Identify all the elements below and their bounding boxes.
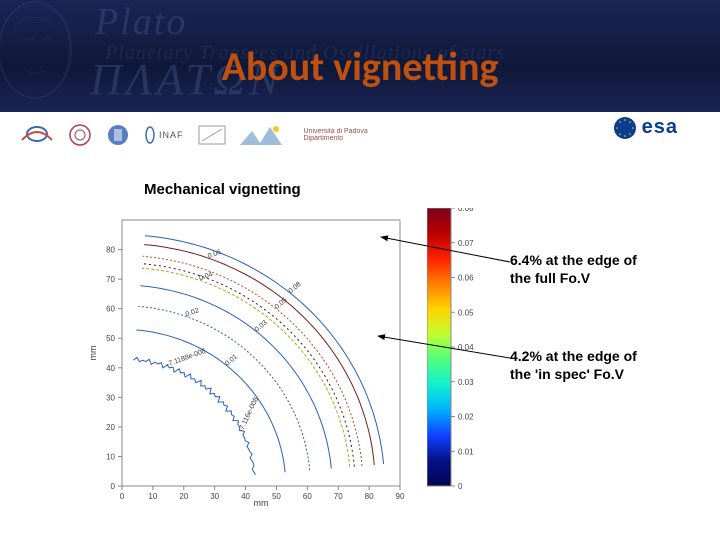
svg-text:0.02: 0.02 — [458, 413, 474, 422]
logo-seal-2 — [106, 122, 130, 148]
annotation-inspec-fov: 4.2% at the edge of the 'in spec' Fo.V — [510, 348, 637, 383]
svg-text:mm: mm — [254, 498, 269, 508]
svg-text:80: 80 — [365, 492, 374, 501]
annotation-full-fov: 6.4% at the edge of the full Fo.V — [510, 252, 637, 287]
svg-text:0: 0 — [111, 482, 116, 491]
svg-text:80: 80 — [106, 246, 115, 255]
svg-text:mm: mm — [88, 346, 98, 361]
svg-text:40: 40 — [241, 492, 250, 501]
svg-text:50: 50 — [272, 492, 281, 501]
svg-text:50: 50 — [106, 334, 115, 343]
svg-text:30: 30 — [210, 492, 219, 501]
svg-text:0.08: 0.08 — [458, 208, 474, 213]
logo-box-6 — [240, 122, 290, 148]
svg-text:20: 20 — [106, 423, 115, 432]
svg-text:0: 0 — [458, 482, 463, 491]
svg-text:0.07: 0.07 — [458, 239, 474, 248]
esa-circle-icon — [614, 117, 636, 139]
section-subtitle: Mechanical vignetting — [144, 181, 301, 198]
svg-text:60: 60 — [303, 492, 312, 501]
logo-asi — [20, 122, 54, 148]
logo-box-5 — [198, 122, 226, 148]
svg-text:0.06: 0.06 — [458, 274, 474, 283]
inaf-text: INAF — [159, 130, 184, 140]
colorbar-svg: 0.08 0.07 0.06 0.05 0.04 0.03 0.02 0.01 0 — [427, 208, 491, 492]
logo-box-7: Università di PadovaDipartimento — [304, 122, 368, 148]
contour-plot-svg: 0 10 20 30 40 50 60 70 80 90 0 10 20 30 40 50 60 70 80 mm mm… — [84, 200, 412, 510]
svg-text:0.03: 0.03 — [458, 378, 474, 387]
vignetting-plot: 0 10 20 30 40 50 60 70 80 90 0 10 20 30 40 50 60 70 80 mm mm… — [84, 200, 412, 510]
svg-text:60: 60 — [106, 305, 115, 314]
svg-text:40: 40 — [106, 364, 115, 373]
slide-title: About vignetting — [0, 42, 720, 91]
logo-row: INAF Università di PadovaDipartimento es… — [20, 116, 700, 154]
svg-text:70: 70 — [334, 492, 343, 501]
svg-text:70: 70 — [106, 275, 115, 284]
svg-text:0: 0 — [120, 492, 125, 501]
slide-header: Plato Planetary Transees and Oscillation… — [0, 0, 720, 112]
svg-text:10: 10 — [106, 452, 115, 461]
logo-seal-1 — [68, 122, 92, 148]
colorbar: 0.08 0.07 0.06 0.05 0.04 0.03 0.02 0.01 0 — [427, 208, 491, 492]
svg-text:90: 90 — [396, 492, 405, 501]
svg-text:0.01: 0.01 — [458, 447, 474, 456]
svg-text:0.04: 0.04 — [458, 343, 474, 352]
svg-text:0.05: 0.05 — [458, 308, 474, 317]
watermark-plato: Plato — [95, 0, 187, 44]
svg-text:20: 20 — [179, 492, 188, 501]
esa-text: esa — [642, 116, 678, 139]
svg-text:30: 30 — [106, 393, 115, 402]
logo-inaf: INAF — [144, 122, 184, 148]
logo-esa: esa — [614, 116, 678, 139]
svg-text:10: 10 — [148, 492, 157, 501]
